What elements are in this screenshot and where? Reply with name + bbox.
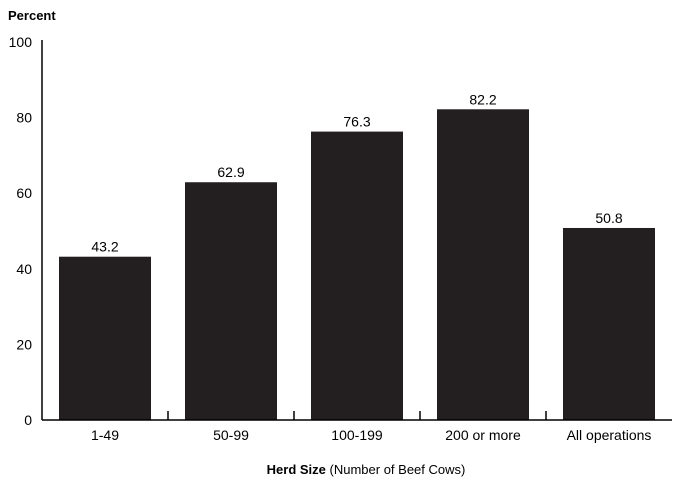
y-tick-label: 60 — [16, 185, 32, 201]
y-tick-label: 80 — [16, 110, 32, 126]
y-axis-label: Percent — [8, 8, 56, 23]
x-tick-label: 50-99 — [213, 427, 249, 443]
data-label: 62.9 — [217, 164, 244, 180]
x-axis-label-bold: Herd Size — [267, 462, 326, 477]
data-labels: 43.2 62.9 76.3 82.2 50.8 — [91, 91, 622, 254]
y-tick-label: 40 — [16, 261, 32, 277]
y-axis-ticks: 0 20 40 60 80 100 — [9, 34, 33, 428]
x-tick-label: 200 or more — [445, 427, 521, 443]
data-label: 43.2 — [91, 239, 118, 255]
x-tick-label: 1-49 — [91, 427, 119, 443]
x-axis-ticks: 1-49 50-99 100-199 200 or more All operation… — [91, 411, 651, 443]
y-tick-label: 100 — [9, 34, 33, 50]
x-axis-label: Herd Size (Number of Beef Cows) — [267, 462, 466, 477]
data-label: 82.2 — [469, 91, 496, 107]
bar — [311, 131, 403, 420]
axes — [41, 40, 672, 421]
x-axis-label-rest: (Number of Beef Cows) — [326, 462, 465, 477]
x-tick-label: All operations — [567, 427, 652, 443]
x-tick-label: 100-199 — [331, 427, 383, 443]
y-tick-label: 20 — [16, 336, 32, 352]
data-label: 76.3 — [343, 114, 370, 130]
bars — [59, 109, 655, 420]
y-tick-label: 0 — [24, 412, 32, 428]
bar — [437, 109, 529, 420]
bar — [185, 182, 277, 420]
data-label: 50.8 — [595, 210, 622, 226]
bar — [59, 256, 151, 420]
bar — [563, 227, 655, 420]
